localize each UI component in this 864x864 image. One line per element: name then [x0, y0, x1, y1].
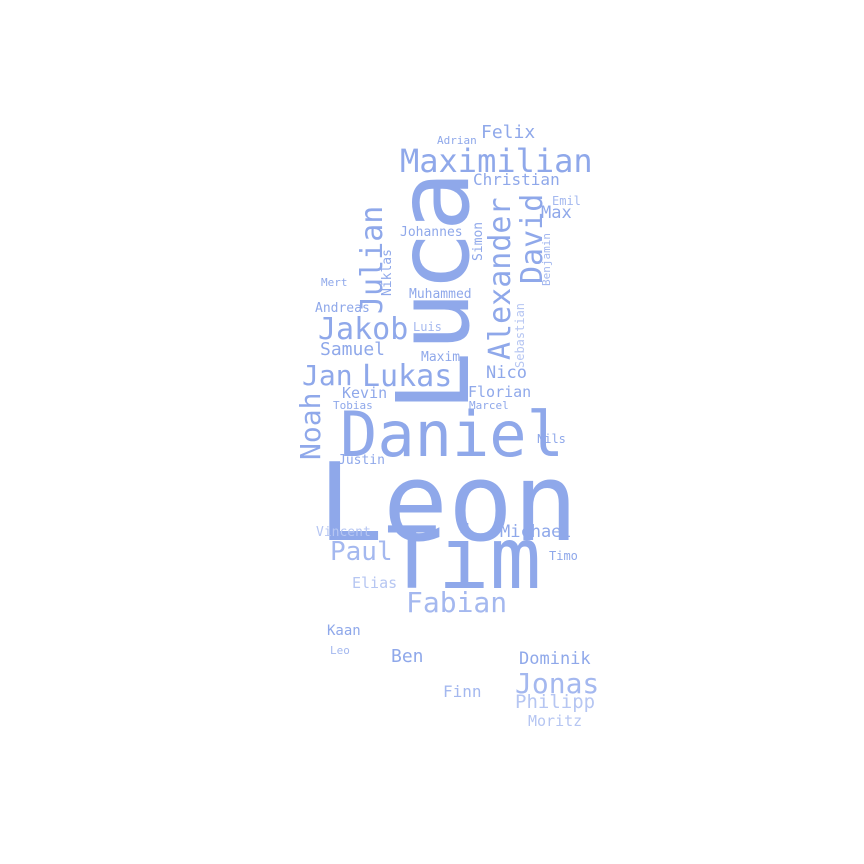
word-finn: Finn: [443, 682, 482, 701]
word-johannes: Johannes: [400, 225, 463, 240]
word-sebastian: Sebastian: [513, 302, 527, 368]
word-mert: Mert: [321, 276, 348, 289]
word-felix: Felix: [481, 122, 536, 143]
word-marcel: Marcel: [469, 399, 509, 412]
word-vincent: Vincent: [316, 525, 371, 540]
word-andreas: Andreas: [315, 301, 370, 316]
word-alexander: Alexander: [483, 197, 518, 360]
word-kevin: Kevin: [342, 384, 388, 402]
word-nico: Nico: [486, 363, 527, 383]
word-emil: Emil: [552, 194, 581, 208]
word-lukas: Lukas: [362, 359, 453, 394]
word-luis: Luis: [413, 320, 442, 334]
word-dominik: Dominik: [519, 649, 591, 669]
word-moritz: Moritz: [528, 712, 583, 730]
word-justin: Justin: [338, 453, 385, 468]
word-leon: Leon: [318, 441, 579, 566]
word-niklas: Niklas: [380, 249, 395, 296]
word-kaan: Kaan: [327, 623, 361, 639]
word-adrian: Adrian: [437, 134, 477, 147]
word-ben: Ben: [391, 646, 424, 667]
word-florian: Florian: [468, 383, 532, 401]
word-daniel: Daniel: [340, 398, 564, 471]
word-maximilian: Maximilian: [400, 142, 593, 180]
word-leo: Leo: [330, 644, 350, 657]
word-michael: Michael: [500, 522, 572, 542]
word-fabian: Fabian: [406, 586, 508, 619]
word-simon: Simon: [471, 221, 486, 261]
word-paul: Paul: [330, 537, 393, 567]
word-muhammed: Muhammed: [409, 287, 472, 302]
word-jan: Jan: [302, 359, 353, 392]
word-tim: Tim: [386, 509, 542, 609]
word-christian: Christian: [473, 170, 560, 189]
word-philipp: Philipp: [515, 691, 596, 713]
word-tobias: Tobias: [333, 399, 373, 412]
word-nils: Nils: [537, 432, 566, 446]
word-samuel: Samuel: [320, 339, 386, 360]
word-noah: Noah: [294, 392, 327, 460]
word-benjamin: Benjamin: [540, 233, 553, 286]
word-elias: Elias: [352, 574, 398, 592]
word-jonas: Jonas: [515, 667, 600, 700]
word-jakob: Jakob: [318, 312, 409, 347]
word-maxim: Maxim: [421, 350, 461, 365]
word-max: Max: [541, 203, 572, 223]
word-timo: Timo: [549, 549, 578, 563]
